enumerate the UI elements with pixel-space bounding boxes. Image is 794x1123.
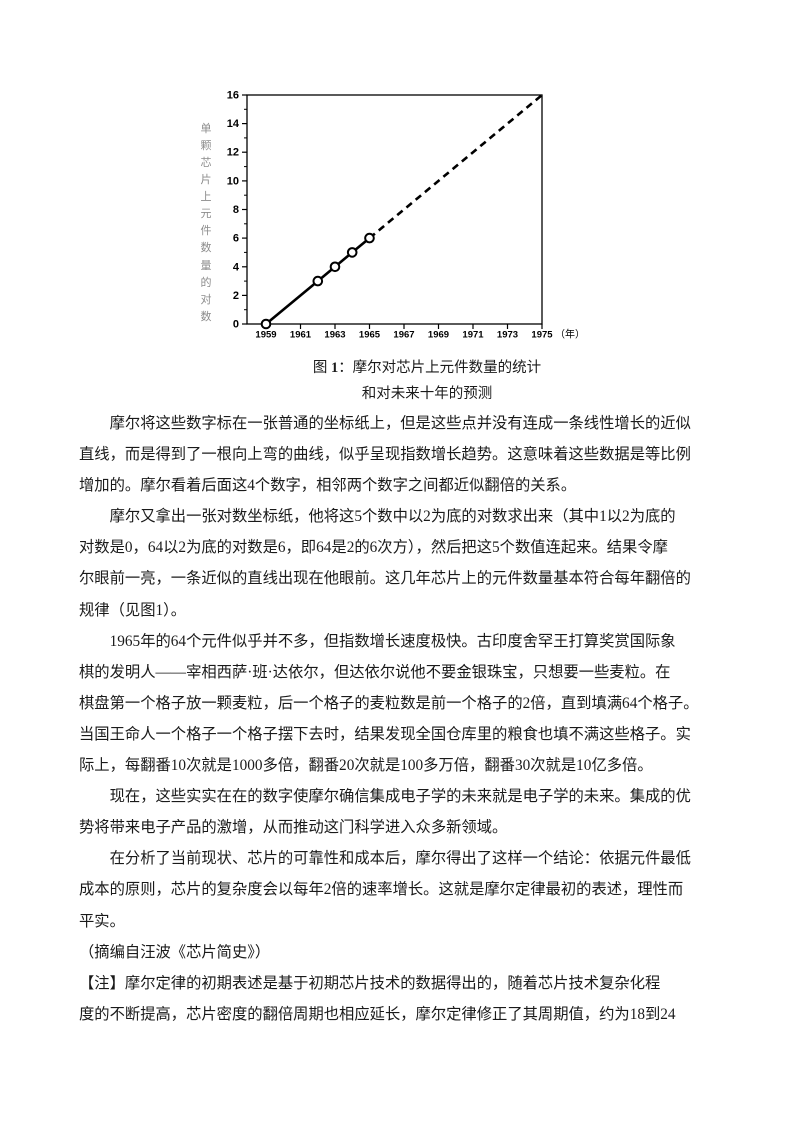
svg-text:1973: 1973 — [497, 330, 518, 341]
svg-text:数: 数 — [201, 241, 212, 254]
svg-text:对: 对 — [201, 292, 212, 306]
svg-text:（年）: （年） — [555, 328, 585, 341]
svg-text:1965: 1965 — [359, 330, 381, 341]
svg-text:芯: 芯 — [201, 155, 212, 169]
svg-text:元: 元 — [201, 208, 212, 220]
svg-text:件: 件 — [201, 224, 212, 237]
svg-text:上: 上 — [201, 190, 212, 203]
svg-text:1961: 1961 — [290, 330, 312, 341]
svg-text:片: 片 — [201, 173, 212, 186]
svg-text:16: 16 — [227, 90, 239, 102]
svg-text:单: 单 — [201, 122, 212, 135]
svg-text:2: 2 — [233, 290, 239, 302]
svg-text:12: 12 — [227, 147, 239, 159]
svg-text:数: 数 — [201, 310, 212, 323]
svg-text:颗: 颗 — [201, 139, 212, 152]
svg-text:4: 4 — [233, 261, 240, 273]
svg-text:8: 8 — [233, 204, 239, 216]
svg-text:1975: 1975 — [531, 330, 553, 341]
svg-text:1963: 1963 — [324, 330, 345, 341]
svg-text:14: 14 — [227, 118, 240, 130]
svg-text:的: 的 — [201, 275, 212, 289]
svg-text:量: 量 — [201, 259, 212, 272]
svg-text:1959: 1959 — [255, 330, 276, 341]
svg-text:1967: 1967 — [393, 330, 414, 341]
svg-text:1971: 1971 — [462, 330, 484, 341]
svg-text:10: 10 — [227, 175, 239, 187]
svg-text:6: 6 — [233, 233, 239, 245]
svg-text:1969: 1969 — [428, 330, 449, 341]
svg-text:0: 0 — [233, 319, 239, 331]
